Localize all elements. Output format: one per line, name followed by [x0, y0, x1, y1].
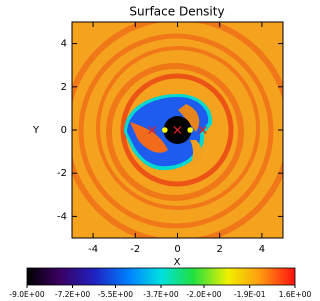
- colorbar-tick-label: -2.0E+00: [186, 290, 221, 299]
- colorbar-tick-label: 1.6E+00: [279, 290, 312, 299]
- x-marker: [198, 126, 207, 134]
- colorbar: [26, 267, 296, 286]
- colorbar-tick-label: -7.2E+00: [55, 290, 90, 299]
- x-tick-label: -4: [88, 244, 98, 255]
- colorbar-tick-label: -1.9E-01: [234, 290, 266, 299]
- chart-title: Surface Density: [129, 5, 224, 19]
- y-tick-label: -2: [57, 168, 67, 179]
- y-tick-label: -4: [57, 211, 67, 222]
- x-tick-label: -2: [130, 244, 140, 255]
- y-tick-label: 4: [61, 39, 67, 50]
- y-tick-label: 2: [61, 82, 67, 93]
- density-field: [72, 22, 283, 238]
- x-tick-label: 4: [259, 244, 265, 255]
- dot-marker: [187, 127, 193, 133]
- dot-marker: [162, 127, 168, 133]
- colorbar-tick-label: -3.7E+00: [143, 290, 178, 299]
- x-marker: [148, 126, 157, 134]
- colorbar-tick-label: -9.0E+00: [9, 290, 44, 299]
- colorbar-tick-label: -5.5E+00: [98, 290, 133, 299]
- x-axis-label: X: [174, 257, 181, 268]
- y-axis-label: Y: [32, 125, 40, 136]
- x-tick-label: 2: [217, 244, 223, 255]
- x-marker: [173, 126, 182, 134]
- y-tick-label: 0: [61, 125, 67, 136]
- x-tick-label: 0: [174, 244, 180, 255]
